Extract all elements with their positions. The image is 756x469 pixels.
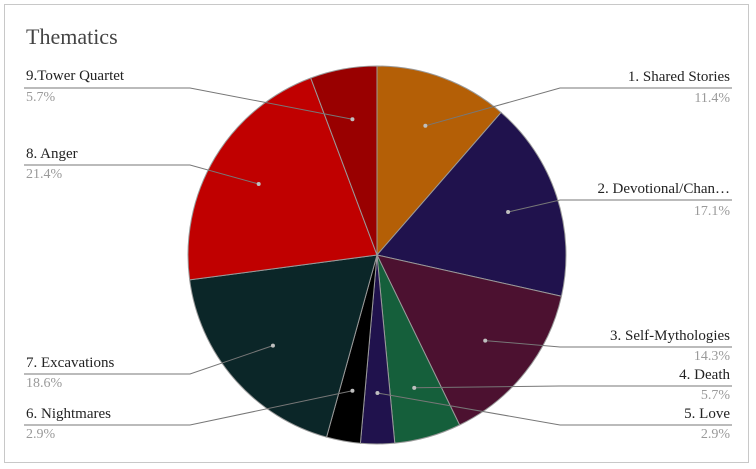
leader-dot bbox=[423, 123, 428, 128]
leader-dot bbox=[256, 182, 261, 187]
slice-label: 3. Self-Mythologies bbox=[610, 328, 730, 344]
leader-line bbox=[377, 392, 732, 426]
slice-percent: 17.1% bbox=[694, 204, 731, 219]
leader-dot bbox=[270, 343, 275, 348]
leader-dot bbox=[506, 209, 511, 214]
leader-line bbox=[24, 345, 274, 375]
pie-slice-7 bbox=[189, 254, 378, 438]
slice-percent: 5.7% bbox=[26, 90, 56, 105]
slice-label: 9.Tower Quartet bbox=[26, 68, 125, 84]
leader-line bbox=[24, 164, 259, 185]
slice-percent: 2.9% bbox=[26, 427, 56, 442]
leader-line bbox=[414, 385, 732, 389]
leader-line bbox=[24, 390, 353, 426]
slice-label: 2. Devotional/Chan… bbox=[598, 181, 730, 197]
slice-percent: 18.6% bbox=[26, 376, 63, 391]
slice-label: 7. Excavations bbox=[26, 355, 114, 371]
chart-title: Thematics bbox=[26, 24, 118, 49]
slice-label: 1. Shared Stories bbox=[628, 69, 730, 85]
pie-slice-3 bbox=[376, 254, 563, 426]
leader-line bbox=[485, 340, 732, 348]
slice-label: 6. Nightmares bbox=[26, 406, 111, 422]
leader-dot bbox=[412, 385, 417, 390]
slice-percent: 11.4% bbox=[694, 91, 730, 106]
slice-percent: 5.7% bbox=[701, 388, 731, 403]
slice-label: 8. Anger bbox=[26, 146, 78, 162]
leader-dot bbox=[483, 338, 488, 343]
slice-percent: 21.4% bbox=[26, 167, 63, 182]
leader-dot bbox=[350, 117, 355, 122]
leader-line bbox=[425, 87, 732, 127]
slice-percent: 14.3% bbox=[694, 349, 731, 364]
slice-label: 4. Death bbox=[679, 367, 730, 383]
leader-dot bbox=[375, 390, 380, 395]
leader-dot bbox=[350, 388, 355, 393]
leader-line bbox=[24, 87, 353, 120]
pie-slice-8 bbox=[187, 77, 378, 281]
pie-slice-9 bbox=[310, 65, 378, 256]
pie-slice-2 bbox=[376, 111, 567, 297]
slice-percent: 2.9% bbox=[701, 427, 731, 442]
leader-line bbox=[507, 199, 732, 213]
slice-label: 5. Love bbox=[684, 406, 730, 422]
